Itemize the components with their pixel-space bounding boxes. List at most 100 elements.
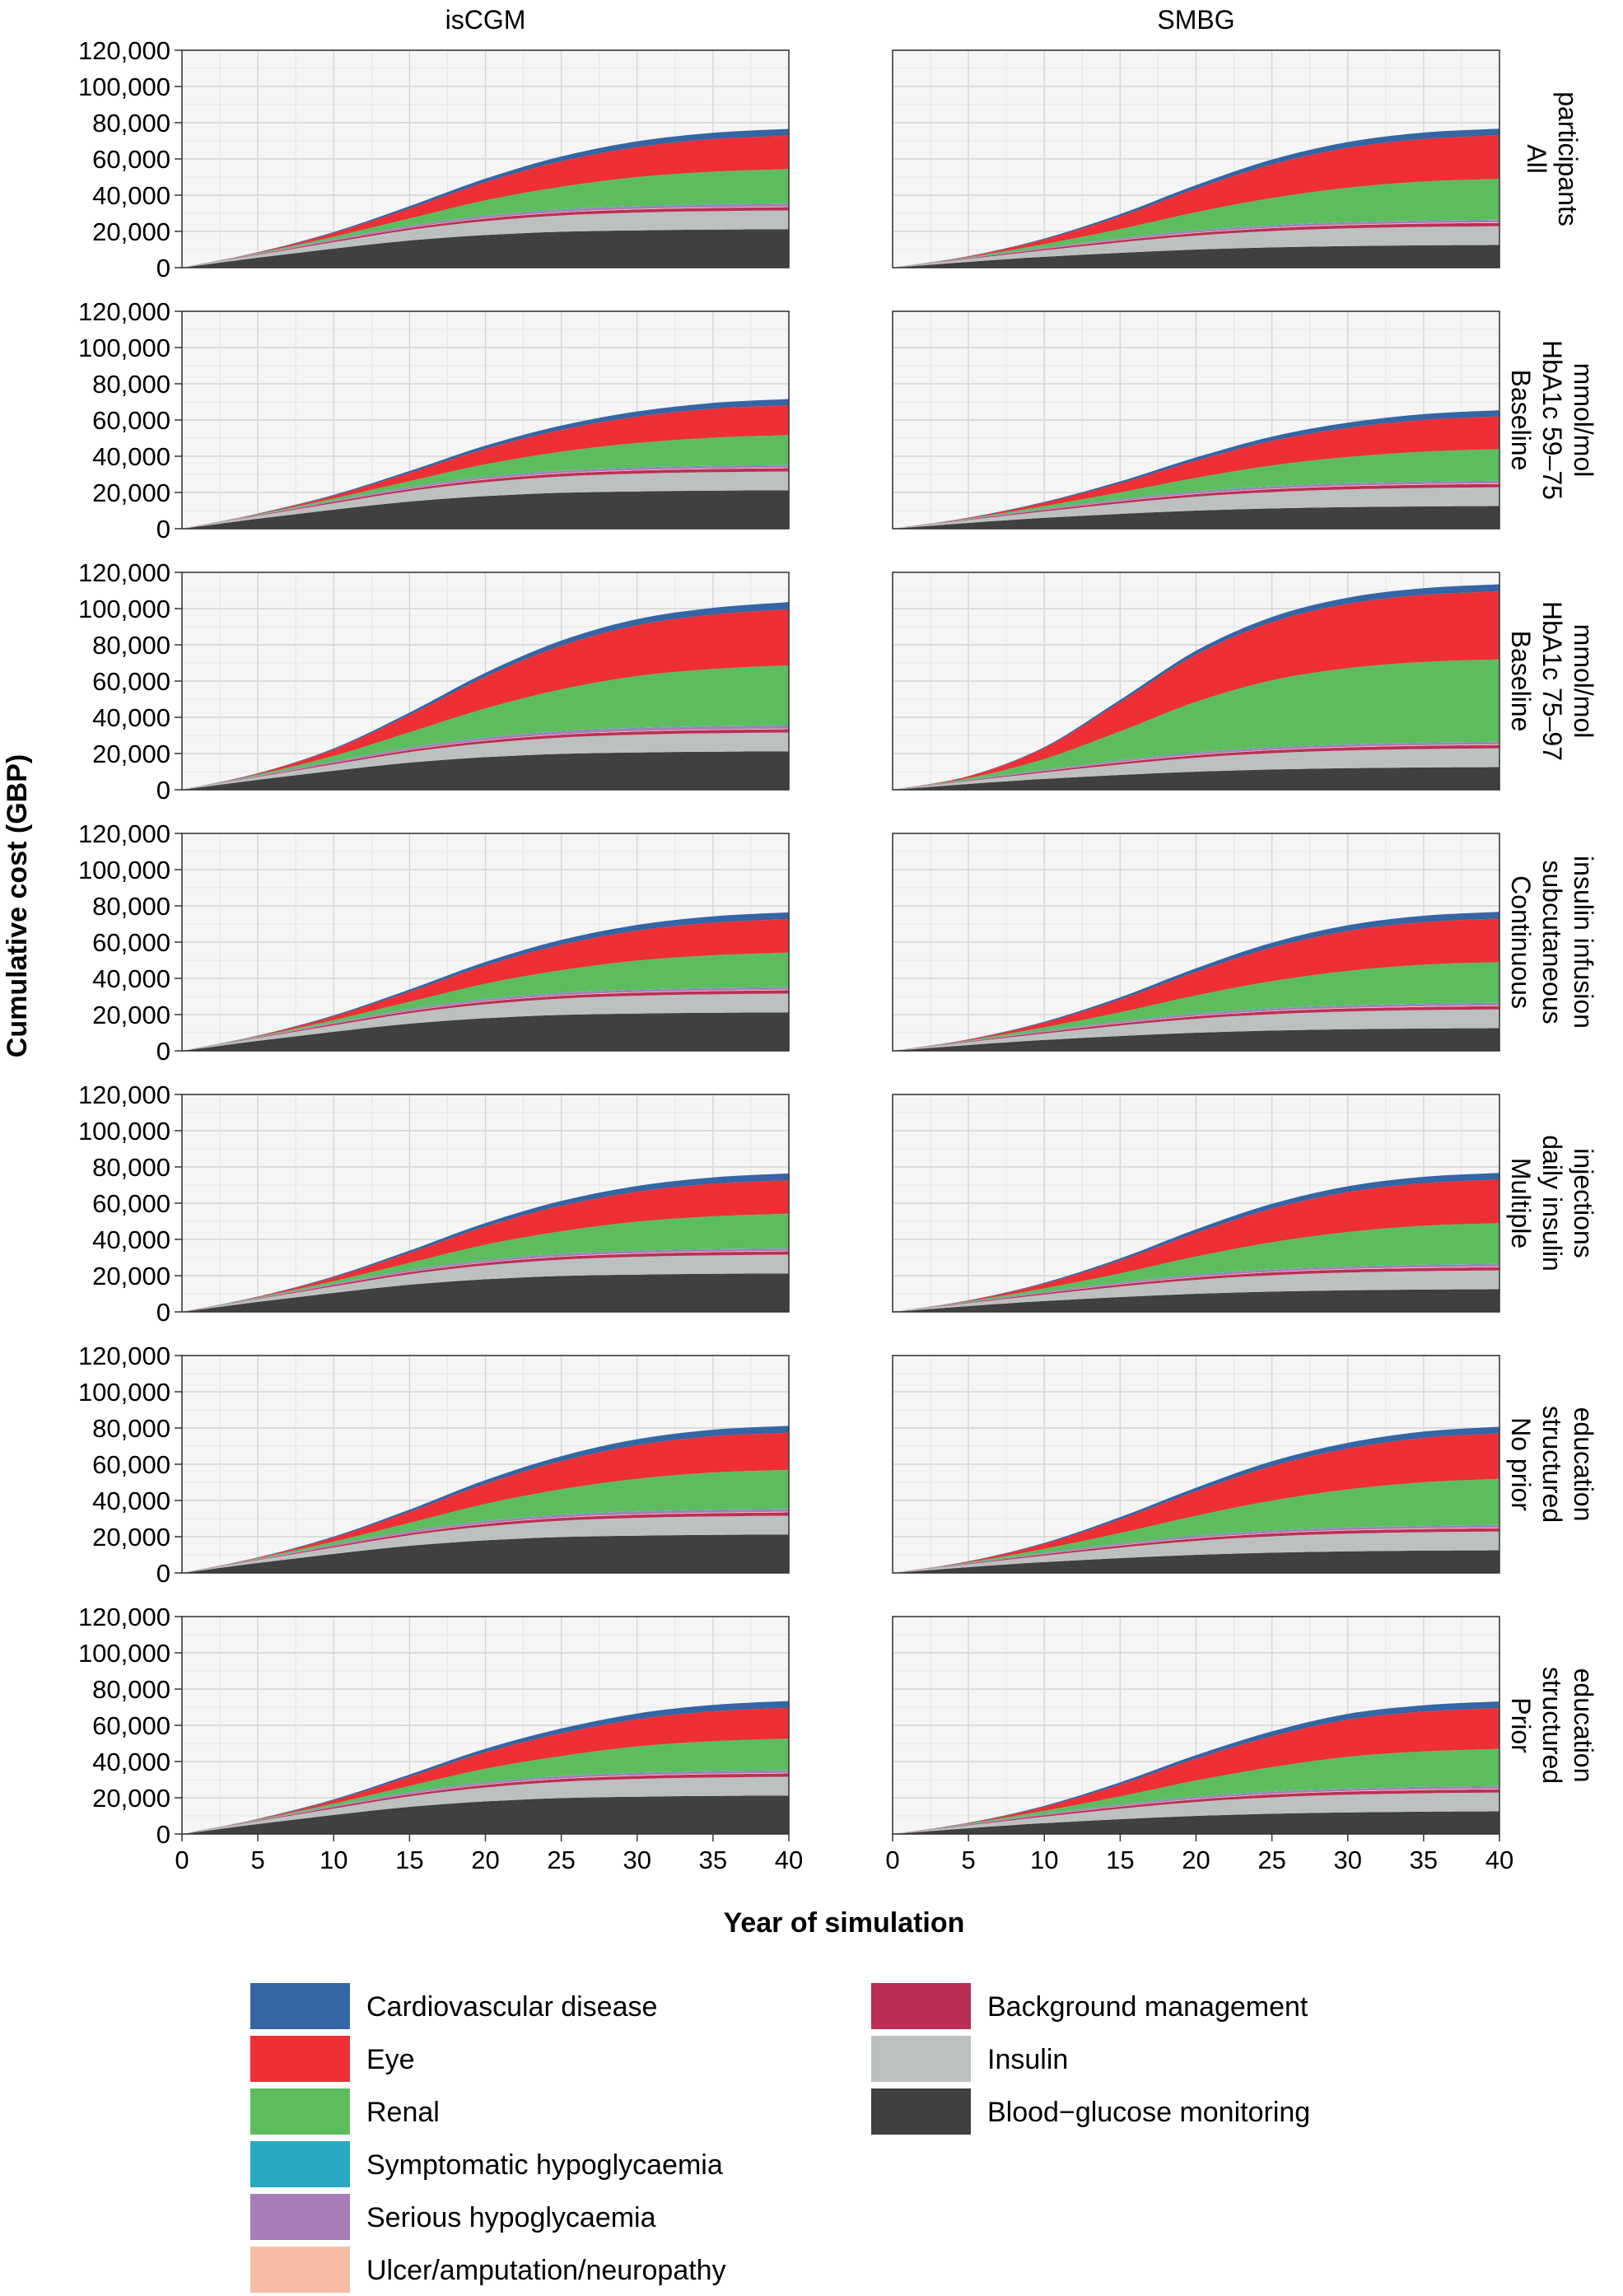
- y-tick-label: 100,000: [78, 1117, 170, 1146]
- panel-smbg-row-2: [892, 310, 1500, 530]
- area-serious-hypoglycaemia: [182, 1248, 789, 1312]
- panel-smbg-row-6: [892, 1355, 1500, 1574]
- area-blood-glucose-monitoring: [893, 1811, 1499, 1834]
- panel-frame: [892, 49, 1500, 268]
- y-tick-label: 80,000: [92, 370, 170, 399]
- y-tick-label: 120,000: [78, 36, 170, 65]
- row-header-line: Multiple: [1506, 1158, 1536, 1248]
- panel-smbg-row-1: [892, 49, 1500, 268]
- panel-iscgm-row-5: 0 20,000 40,000 60,000 80,000 100,000 120,000: [78, 1080, 790, 1327]
- legend-swatch: [871, 2088, 971, 2135]
- y-axis-title: Cumulative cost (GBP): [2, 754, 33, 1057]
- area-insulin: [182, 993, 789, 1051]
- row-header-2: Baseline HbA1c 59–75 mmol/mol: [1506, 340, 1598, 500]
- area-background-management: [182, 207, 789, 268]
- panel-iscgm-row-4: 0 20,000 40,000 60,000 80,000 100,000 120,000: [78, 819, 790, 1066]
- legend-item-insulin: Insulin: [871, 2036, 1068, 2082]
- x-tick-label: 10: [319, 1846, 347, 1874]
- area-insulin: [182, 471, 789, 529]
- area-serious-hypoglycaemia: [182, 987, 789, 1051]
- y-tick-label: 100,000: [78, 72, 170, 101]
- area-renal: [182, 665, 789, 790]
- area-serious-hypoglycaemia: [182, 726, 789, 790]
- row-header-1: All participants: [1522, 91, 1583, 226]
- panel-iscgm-row-6: 0 20,000 40,000 60,000 80,000 100,000 120,000: [78, 1342, 790, 1588]
- legend-item-eye: Eye: [250, 2036, 415, 2082]
- area-serious-hypoglycaemia: [182, 1509, 789, 1573]
- area-blood-glucose-monitoring: [182, 229, 789, 268]
- y-tick-label: 120,000: [78, 1342, 170, 1370]
- area-renal: [182, 1738, 789, 1834]
- area-renal: [893, 1748, 1499, 1834]
- x-tick-label: 15: [395, 1846, 423, 1874]
- legend-swatch: [250, 2036, 350, 2082]
- panel-smbg-row-3: [892, 572, 1500, 791]
- area-blood-glucose-monitoring: [893, 245, 1499, 268]
- y-tick-label: 20,000: [92, 478, 170, 507]
- y-tick-label: 80,000: [92, 892, 170, 921]
- panel-frame: [892, 310, 1500, 530]
- legend-label: Blood−glucose monitoring: [987, 2097, 1310, 2128]
- area-blood-glucose-monitoring: [182, 1273, 789, 1312]
- area-eye: [893, 416, 1499, 529]
- panel-frame: [892, 1355, 1500, 1574]
- row-header-line: injections: [1569, 1148, 1598, 1258]
- area-renal: [893, 449, 1499, 529]
- area-background-management: [182, 990, 789, 1051]
- area-insulin: [182, 732, 789, 790]
- row-header-3: Baseline HbA1c 75–97 mmol/mol: [1506, 601, 1598, 761]
- row-header-line: Baseline: [1506, 370, 1536, 471]
- row-header-line: education: [1569, 1668, 1598, 1783]
- y-tick-label: 60,000: [92, 406, 170, 435]
- area-blood-glucose-monitoring: [893, 1289, 1499, 1312]
- column-header-iscgm: isCGM: [445, 5, 526, 35]
- panel-smbg-row-4: [892, 833, 1500, 1052]
- x-tick-label: 35: [699, 1846, 727, 1874]
- chart-panels: 020,00040,00060,00080,000100,000120,0000…: [78, 36, 1513, 1874]
- area-background-management: [182, 1251, 789, 1312]
- y-tick-label: 120,000: [78, 1603, 170, 1631]
- x-tick-label: 25: [547, 1846, 575, 1874]
- column-headers: isCGM SMBG: [445, 5, 1235, 35]
- area-background-management: [182, 729, 789, 790]
- panel-frame: [892, 572, 1500, 791]
- area-blood-glucose-monitoring: [182, 490, 789, 529]
- legend-swatch: [250, 2247, 350, 2293]
- legend-swatch: [250, 2088, 350, 2135]
- panel-iscgm-row-3: 0 20,000 40,000 60,000 80,000 100,000 120,000: [78, 558, 790, 805]
- area-eye: [893, 591, 1499, 790]
- x-axis-title: Year of simulation: [724, 1907, 965, 1939]
- y-tick-label: 120,000: [78, 1080, 170, 1109]
- area-renal: [893, 962, 1499, 1051]
- area-blood-glucose-monitoring: [182, 1012, 789, 1051]
- row-header-line: mmol/mol: [1569, 624, 1598, 739]
- area-insulin: [893, 226, 1499, 268]
- row-header-4: Continuous subcutaneous insulin infusion: [1506, 856, 1598, 1029]
- area-eye: [182, 405, 789, 529]
- row-header-7: Prior structured education: [1506, 1667, 1598, 1784]
- x-tick-label: 35: [1410, 1846, 1438, 1874]
- y-tick-label: 0: [156, 1559, 170, 1588]
- y-tick-label: 120,000: [78, 558, 170, 587]
- y-tick-label: 100,000: [78, 856, 170, 884]
- row-headers: All participants Baseline HbA1c 59–75 mmol/m…: [1506, 91, 1598, 1784]
- area-renal: [182, 169, 789, 268]
- x-tick-label: 20: [1182, 1846, 1210, 1874]
- y-tick-label: 20,000: [92, 1523, 170, 1552]
- area-blood-glucose-monitoring: [182, 751, 789, 790]
- row-header-line: Prior: [1506, 1697, 1536, 1753]
- area-cardiovascular-disease: [182, 128, 789, 268]
- y-tick-label: 20,000: [92, 740, 170, 768]
- area-cardiovascular-disease: [182, 912, 789, 1051]
- area-background-management: [182, 468, 789, 529]
- y-tick-label: 40,000: [92, 1748, 170, 1776]
- area-eye: [182, 609, 789, 790]
- row-header-line: education: [1569, 1407, 1598, 1522]
- area-eye: [893, 918, 1499, 1051]
- legend-label: Insulin: [987, 2044, 1068, 2075]
- area-insulin: [182, 1254, 789, 1312]
- area-insulin: [893, 748, 1499, 790]
- x-tick-label: 10: [1030, 1846, 1058, 1874]
- legend-swatch: [871, 1983, 971, 2029]
- row-header-line: insulin infusion: [1569, 856, 1598, 1029]
